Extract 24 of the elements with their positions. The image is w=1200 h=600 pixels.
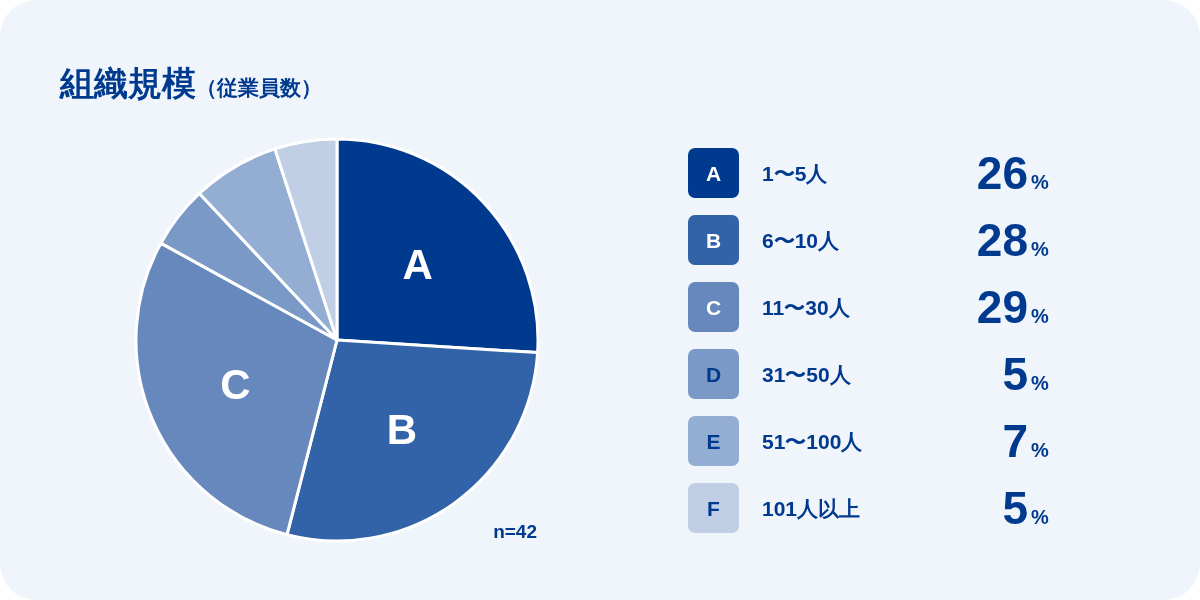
text: C bbox=[705, 296, 722, 319]
text: A bbox=[402, 241, 433, 289]
legend-label: 11〜30人 bbox=[762, 296, 851, 319]
text: E bbox=[706, 430, 721, 453]
text: B bbox=[705, 229, 722, 252]
text: F bbox=[707, 497, 720, 520]
data-label: 29% bbox=[976, 281, 1049, 333]
text: B bbox=[386, 406, 418, 454]
chart-title: 組織規模 bbox=[59, 64, 196, 102]
chart-subtitle: （従業員数） bbox=[196, 76, 322, 99]
legend-label: 31〜50人 bbox=[762, 363, 852, 386]
text: C bbox=[220, 360, 251, 408]
data-label: 5% bbox=[1002, 348, 1049, 400]
text: A bbox=[705, 162, 722, 185]
data-label: 5% bbox=[1002, 482, 1049, 534]
text: D bbox=[705, 363, 722, 386]
data-label: 28% bbox=[976, 214, 1049, 266]
legend-label: 1〜5人 bbox=[762, 162, 829, 185]
data-label: 7% bbox=[1002, 415, 1049, 467]
data-label: 26% bbox=[976, 147, 1049, 199]
legend-label: 51〜100人 bbox=[762, 430, 864, 453]
legend-label: 101人以上 bbox=[762, 497, 861, 520]
text: n=42 bbox=[493, 521, 537, 542]
legend-label: 6〜10人 bbox=[762, 229, 841, 252]
